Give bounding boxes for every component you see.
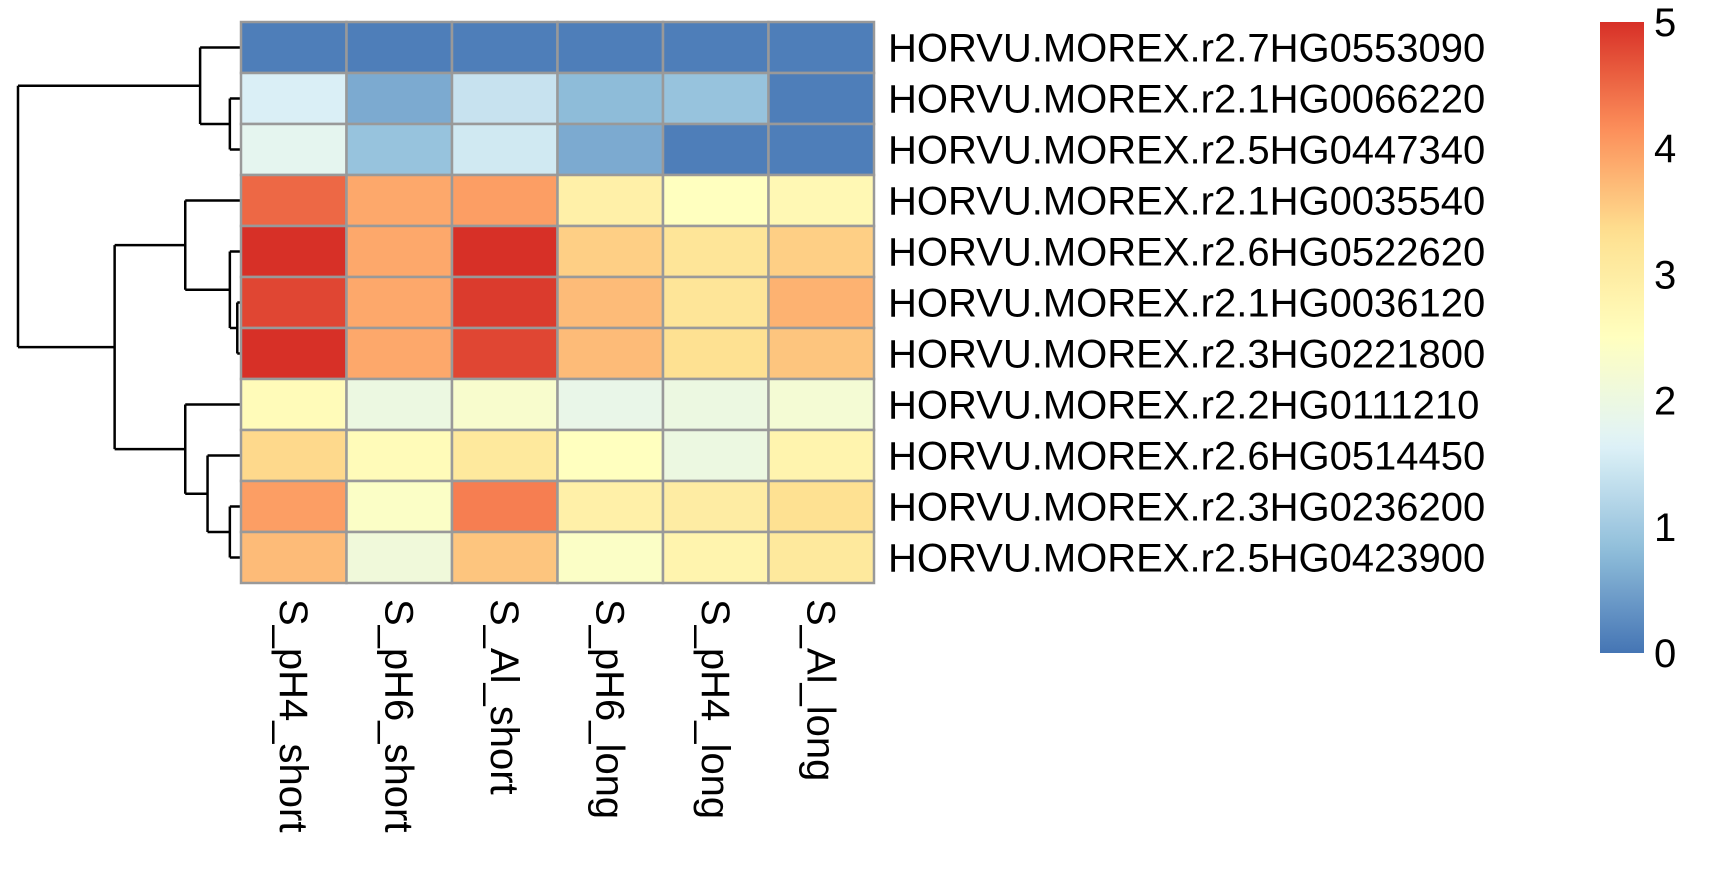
legend-tick-label: 1 bbox=[1654, 506, 1676, 550]
heatmap-cell bbox=[767, 275, 876, 330]
heatmap-cell bbox=[556, 173, 665, 228]
color-legend: 0 1 2 3 4 5 bbox=[1600, 1, 1676, 676]
heatmap-cell bbox=[239, 479, 348, 534]
heatmap-cell bbox=[345, 224, 454, 279]
heatmap-cell bbox=[345, 173, 454, 228]
heatmap-cell bbox=[556, 20, 665, 75]
heatmap-cell bbox=[345, 428, 454, 483]
legend-tick-label: 5 bbox=[1654, 1, 1676, 45]
heatmap-cell bbox=[450, 275, 559, 330]
heatmap-cell bbox=[767, 377, 876, 432]
heatmap-cell bbox=[345, 20, 454, 75]
heatmap-cell bbox=[767, 224, 876, 279]
legend-tick-label: 4 bbox=[1654, 127, 1676, 171]
heatmap-cell bbox=[767, 122, 876, 177]
row-label: HORVU.MOREX.r2.7HG0553090 bbox=[888, 27, 1485, 71]
row-label: HORVU.MOREX.r2.6HG0522620 bbox=[888, 231, 1485, 275]
heatmap-cell bbox=[661, 20, 770, 75]
heatmap-cell bbox=[345, 530, 454, 585]
heatmap-cell bbox=[661, 173, 770, 228]
heatmap-cell bbox=[556, 71, 665, 126]
heatmap-cell bbox=[767, 530, 876, 585]
heatmap-cell bbox=[556, 224, 665, 279]
column-label: S_Al_long bbox=[798, 599, 842, 781]
heatmap-cell bbox=[450, 224, 559, 279]
heatmap-cell bbox=[345, 71, 454, 126]
heatmap-cell bbox=[345, 275, 454, 330]
heatmap-cell bbox=[239, 20, 348, 75]
heatmap-cell bbox=[450, 326, 559, 381]
heatmap-cell bbox=[450, 479, 559, 534]
row-label: HORVU.MOREX.r2.5HG0447340 bbox=[888, 129, 1485, 173]
heatmap-cell bbox=[450, 428, 559, 483]
heatmap-cell bbox=[661, 224, 770, 279]
heatmap-cell bbox=[556, 377, 665, 432]
row-label: HORVU.MOREX.r2.3HG0221800 bbox=[888, 333, 1485, 377]
heatmap-cell bbox=[450, 173, 559, 228]
heatmap-cell bbox=[767, 428, 876, 483]
heatmap-cell bbox=[556, 122, 665, 177]
heatmap-cell bbox=[239, 428, 348, 483]
legend-tick-label: 0 bbox=[1654, 632, 1676, 676]
column-label: S_Al_short bbox=[482, 599, 526, 795]
row-label: HORVU.MOREX.r2.2HG0111210 bbox=[888, 384, 1479, 428]
row-label: HORVU.MOREX.r2.1HG0035540 bbox=[888, 180, 1485, 224]
heatmap-cell bbox=[556, 530, 665, 585]
heatmap-cell bbox=[556, 428, 665, 483]
legend-tick-label: 3 bbox=[1654, 253, 1676, 297]
heatmap-cell bbox=[345, 122, 454, 177]
heatmap-cells bbox=[239, 20, 876, 585]
heatmap-cell bbox=[239, 122, 348, 177]
legend-tick-label: 2 bbox=[1654, 380, 1676, 424]
column-label: S_pH4_short bbox=[271, 599, 315, 832]
column-label: S_pH4_long bbox=[693, 599, 737, 819]
heatmap-cell bbox=[767, 479, 876, 534]
heatmap-cell bbox=[450, 122, 559, 177]
heatmap-cell bbox=[661, 428, 770, 483]
heatmap-cell bbox=[239, 224, 348, 279]
heatmap-cell bbox=[661, 326, 770, 381]
heatmap-cell bbox=[661, 71, 770, 126]
heatmap-cell bbox=[239, 326, 348, 381]
heatmap-cell bbox=[767, 20, 876, 75]
heatmap-cell bbox=[767, 71, 876, 126]
heatmap-cell bbox=[556, 275, 665, 330]
heatmap-cell bbox=[450, 71, 559, 126]
column-label: S_pH6_short bbox=[376, 599, 420, 832]
row-label: HORVU.MOREX.r2.3HG0236200 bbox=[888, 486, 1485, 530]
heatmap-cell bbox=[450, 377, 559, 432]
heatmap-cell bbox=[661, 530, 770, 585]
heatmap-cell bbox=[239, 71, 348, 126]
heatmap-cell bbox=[556, 479, 665, 534]
heatmap-cell bbox=[239, 377, 348, 432]
heatmap-cell bbox=[450, 530, 559, 585]
heatmap-cell bbox=[239, 530, 348, 585]
row-dendrogram bbox=[16, 46, 241, 559]
row-label: HORVU.MOREX.r2.5HG0423900 bbox=[888, 537, 1485, 581]
row-label: HORVU.MOREX.r2.6HG0514450 bbox=[888, 435, 1485, 479]
legend-tick-labels: 0 1 2 3 4 5 bbox=[1654, 1, 1676, 676]
heatmap-cell bbox=[450, 20, 559, 75]
heatmap-cell bbox=[345, 377, 454, 432]
heatmap-cell bbox=[767, 173, 876, 228]
row-label: HORVU.MOREX.r2.1HG0036120 bbox=[888, 282, 1485, 326]
heatmap-cell bbox=[345, 326, 454, 381]
heatmap-cell bbox=[767, 326, 876, 381]
heatmap-cell bbox=[661, 275, 770, 330]
heatmap-cell bbox=[345, 479, 454, 534]
heatmap-cell bbox=[661, 479, 770, 534]
legend-color-bar bbox=[1600, 22, 1644, 653]
row-label: HORVU.MOREX.r2.1HG0066220 bbox=[888, 78, 1485, 122]
heatmap-cell bbox=[239, 173, 348, 228]
heatmap-cell bbox=[661, 122, 770, 177]
row-labels: HORVU.MOREX.r2.7HG0553090 HORVU.MOREX.r2.… bbox=[888, 27, 1485, 581]
heatmap-cell bbox=[556, 326, 665, 381]
column-label: S_pH6_long bbox=[587, 599, 631, 819]
heatmap-cell bbox=[239, 275, 348, 330]
heatmap-cell bbox=[661, 377, 770, 432]
column-labels: S_pH4_short S_pH6_short S_Al_short S_pH6_lo… bbox=[271, 599, 843, 832]
